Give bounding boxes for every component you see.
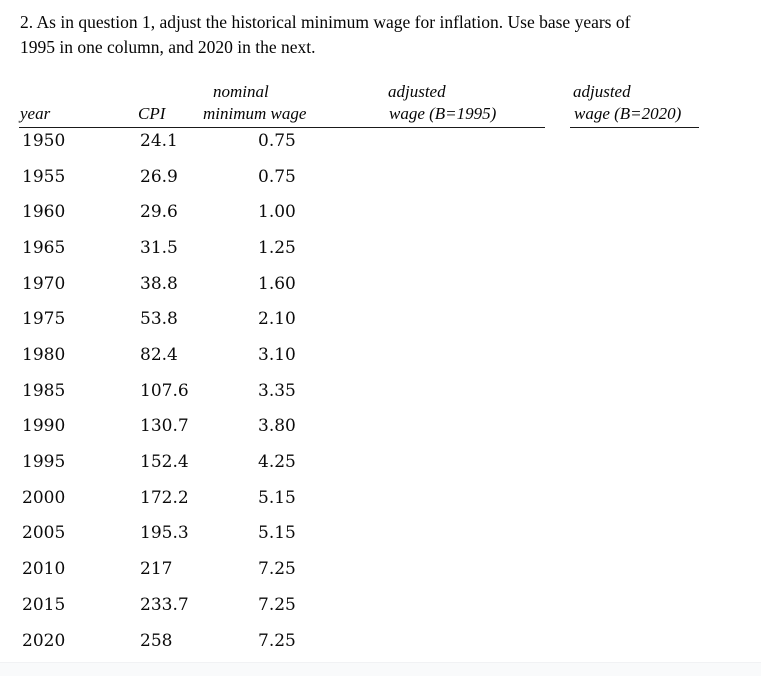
year-cell: 1980 [22, 345, 66, 366]
nominal-wage-cell: 1.60 [258, 273, 296, 294]
table-row: 1965 31.5 1.25 [0, 237, 761, 261]
cpi-cell: 258 [140, 630, 173, 651]
header-underline-right-segment [570, 126, 699, 129]
column-header-adjusted1995-line1: adjusted [388, 82, 446, 101]
header-underline-left-segment [19, 126, 545, 129]
nominal-wage-cell: 0.75 [258, 131, 296, 151]
table-row: 1985 107.6 3.35 [0, 380, 761, 404]
table-row: 2020 258 7.25 [0, 630, 761, 654]
nominal-wage-cell: 0.75 [258, 166, 296, 187]
year-cell: 1990 [22, 416, 66, 437]
nominal-wage-cell: 3.35 [258, 380, 296, 401]
year-cell: 2005 [22, 523, 66, 544]
column-header-adjusted1995-line2: wage (B=1995) [389, 104, 497, 123]
column-header-nominal-line2: minimum wage [203, 104, 307, 123]
cpi-cell: 53.8 [140, 309, 178, 330]
cpi-cell: 29.6 [140, 202, 178, 223]
nominal-wage-cell: 5.15 [258, 487, 296, 508]
column-header-cpi: CPI [138, 104, 166, 123]
page-bottom-edge [0, 662, 761, 676]
year-cell: 1950 [22, 131, 66, 151]
column-header-adjusted2020-line2: wage (B=2020) [574, 104, 682, 123]
cpi-cell: 195.3 [140, 523, 189, 544]
year-cell: 1995 [22, 452, 66, 473]
table-row: 1995 152.4 4.25 [0, 451, 761, 475]
nominal-wage-cell: 3.10 [258, 345, 296, 366]
table-row: 2005 195.3 5.15 [0, 522, 761, 546]
year-cell: 2020 [22, 630, 66, 651]
cpi-cell: 38.8 [140, 273, 178, 294]
year-cell: 1960 [22, 202, 66, 223]
nominal-wage-cell: 2.10 [258, 309, 296, 330]
year-cell: 1970 [22, 273, 66, 294]
cpi-cell: 31.5 [140, 238, 178, 259]
year-cell: 1955 [22, 166, 66, 187]
cpi-cell: 152.4 [140, 452, 189, 473]
table-row: 1955 26.9 0.75 [0, 166, 761, 190]
nominal-wage-cell: 7.25 [258, 630, 296, 651]
column-header-adjusted2020-line1: adjusted [573, 82, 631, 101]
table-row: 1975 53.8 2.10 [0, 308, 761, 332]
table-row: 1950 24.1 0.75 [0, 130, 761, 154]
year-cell: 1965 [22, 238, 66, 259]
cpi-cell: 82.4 [140, 345, 178, 366]
cpi-cell: 172.2 [140, 487, 189, 508]
cpi-cell: 130.7 [140, 416, 189, 437]
table-row: 1960 29.6 1.00 [0, 201, 761, 225]
nominal-wage-cell: 4.25 [258, 452, 296, 473]
table-row: 2015 233.7 7.25 [0, 594, 761, 618]
cpi-cell: 26.9 [140, 166, 178, 187]
cpi-cell: 24.1 [140, 131, 178, 151]
table-row: 1970 38.8 1.60 [0, 273, 761, 297]
nominal-wage-cell: 1.25 [258, 238, 296, 259]
cpi-cell: 233.7 [140, 594, 189, 615]
table-row: 1990 130.7 3.80 [0, 415, 761, 439]
column-header-year: year [20, 104, 51, 123]
year-cell: 2015 [22, 594, 66, 615]
year-cell: 1975 [22, 309, 66, 330]
year-cell: 1985 [22, 380, 66, 401]
nominal-wage-cell: 5.15 [258, 523, 296, 544]
cpi-cell: 217 [140, 559, 173, 580]
question-prompt: 2. As in question 1, adjust the historic… [20, 10, 745, 60]
column-header-nominal-line1: nominal [213, 82, 269, 101]
nominal-wage-cell: 7.25 [258, 559, 296, 580]
cpi-cell: 107.6 [140, 380, 189, 401]
nominal-wage-cell: 7.25 [258, 594, 296, 615]
table-row: 2010 217 7.25 [0, 558, 761, 582]
question-line-2: 1995 in one column, and 2020 in the next… [20, 37, 316, 57]
year-cell: 2000 [22, 487, 66, 508]
nominal-wage-cell: 1.00 [258, 202, 296, 223]
question-line-1: 2. As in question 1, adjust the historic… [20, 12, 631, 32]
year-cell: 2010 [22, 559, 66, 580]
table-row: 1980 82.4 3.10 [0, 344, 761, 368]
nominal-wage-cell: 3.80 [258, 416, 296, 437]
table-row: 2000 172.2 5.15 [0, 487, 761, 511]
